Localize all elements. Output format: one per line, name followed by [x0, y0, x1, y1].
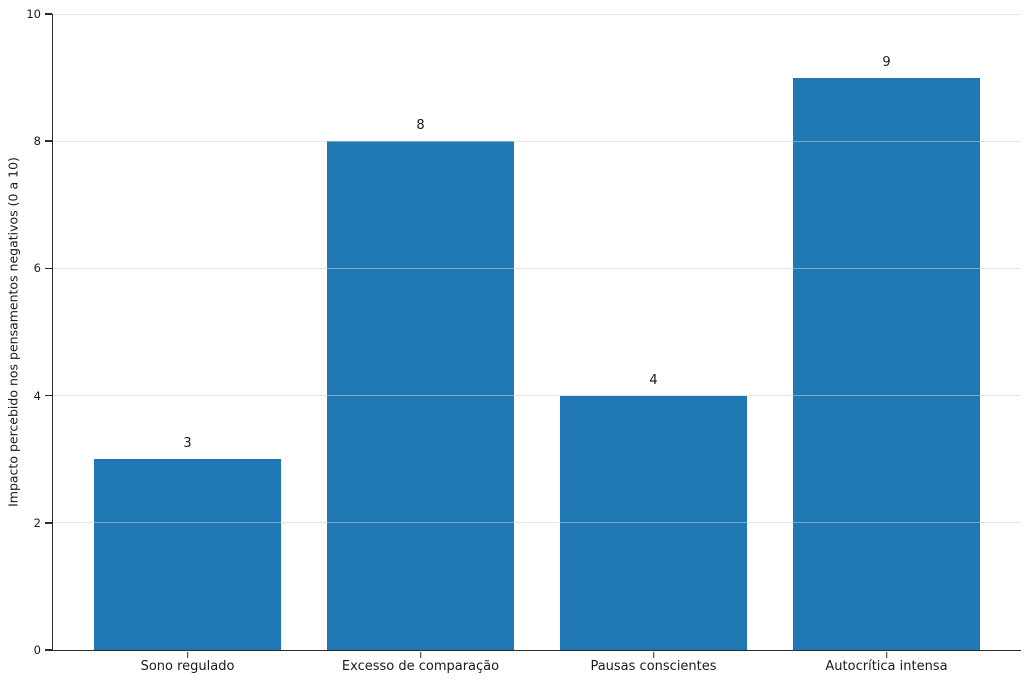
- bar-1: 3: [93, 436, 282, 650]
- y-axis-label: Impacto percebido nos pensamentos negati…: [5, 157, 21, 507]
- bar-slot: 8: [304, 14, 537, 658]
- y-tick-label: 2: [33, 515, 41, 530]
- y-tick-mark: [45, 267, 52, 270]
- y-tick-label: 8: [33, 134, 41, 149]
- x-axis-label: Autocrítica intensa: [825, 659, 948, 674]
- bar-3: 4: [559, 373, 748, 650]
- bar-slot: 9: [770, 14, 1003, 658]
- x-tick-mark: [419, 652, 422, 658]
- y-tick-mark: [45, 140, 52, 142]
- x-tick-mark: [885, 652, 888, 658]
- x-axis-label: Excesso de comparação: [341, 659, 500, 674]
- y-tick-label: 0: [33, 643, 41, 657]
- y-tick-label: 4: [33, 388, 41, 403]
- x-tick-mark: [652, 652, 655, 658]
- y-tick-label: 10: [26, 7, 41, 21]
- x-axis-labels: Sono regulado Excesso de comparação Pausas…: [53, 659, 1021, 674]
- bar-4: 9: [792, 55, 981, 650]
- bar-slot: 4: [537, 14, 770, 658]
- x-tick-mark: [186, 652, 189, 658]
- y-tick-mark: [45, 649, 52, 651]
- y-tick-mark: [45, 394, 52, 397]
- x-axis-label: Pausas conscientes: [590, 659, 717, 674]
- bar-2: 8: [326, 118, 515, 650]
- bars-row: 3 8 4 9: [53, 14, 1021, 658]
- bar-value-label: 8: [416, 118, 425, 134]
- y-tick-mark: [45, 13, 52, 15]
- bar-value-label: 4: [649, 372, 658, 388]
- y-tick-mark: [45, 522, 52, 524]
- bar-value-label: 9: [882, 54, 891, 70]
- y-tick-label: 6: [33, 261, 41, 276]
- bar-slot: 3: [71, 14, 304, 658]
- x-axis-label: Sono regulado: [140, 659, 235, 674]
- bar-value-label: 3: [183, 436, 192, 452]
- plot-area: 0 2 4 6 8 10 3 8 4 9 Sono regulado Excesso de com…: [26, 7, 1021, 674]
